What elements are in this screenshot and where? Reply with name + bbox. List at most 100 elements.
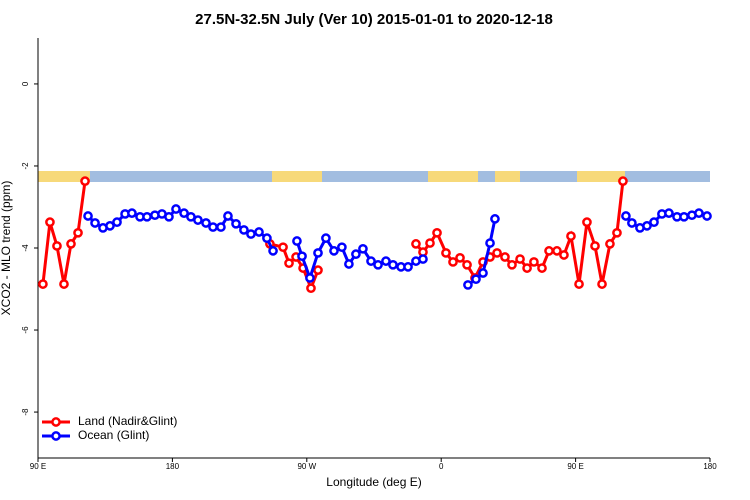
data-point [90, 218, 100, 228]
data-point [66, 239, 76, 249]
data-point [621, 211, 631, 221]
data-point [515, 254, 525, 264]
data-point [73, 227, 83, 238]
data-point [297, 251, 307, 262]
data-point [171, 204, 181, 214]
data-point [612, 227, 622, 238]
data-point [522, 263, 532, 273]
data-point [552, 246, 562, 256]
data-point [418, 254, 428, 264]
data-point [305, 273, 315, 283]
y-tick-label: -8 [21, 408, 30, 416]
data-point [313, 248, 323, 258]
data-point [231, 218, 241, 229]
data-point [292, 236, 302, 246]
data-point [471, 274, 481, 285]
land-cover-strip [38, 171, 710, 182]
data-point [388, 259, 398, 270]
data-point [425, 238, 435, 248]
data-point [694, 208, 704, 218]
data-point [590, 241, 600, 251]
data-point [337, 242, 347, 253]
data-point [45, 217, 55, 228]
data-point [500, 252, 510, 262]
data-point [80, 176, 90, 186]
data-point [478, 268, 488, 278]
y-tick-label: -6 [21, 326, 30, 334]
legend: Land (Nadir&Glint)Ocean (Glint) [42, 414, 177, 442]
data-point [490, 214, 500, 224]
x-tick-label: 90 W [297, 462, 316, 471]
data-point [208, 222, 218, 232]
data-point [373, 259, 383, 270]
legend-marker [51, 431, 61, 441]
data-point [702, 211, 712, 221]
data-point [462, 259, 472, 270]
data-point [463, 280, 473, 290]
data-point [642, 221, 652, 231]
data-point [605, 239, 615, 249]
data-point [239, 225, 249, 235]
chart-title: 27.5N-32.5N July (Ver 10) 2015-01-01 to … [195, 11, 553, 28]
data-point [284, 258, 294, 269]
data-point [313, 265, 323, 275]
x-tick-label: 0 [439, 462, 444, 471]
data-point [679, 211, 689, 222]
data-point [381, 256, 391, 266]
data-point [582, 217, 592, 228]
data-point [112, 217, 122, 228]
data-point [664, 208, 674, 218]
legend-marker [51, 417, 61, 427]
data-point [358, 243, 368, 254]
data-point [216, 222, 226, 232]
data-point [597, 279, 607, 289]
x-tick-label: 180 [166, 462, 180, 471]
data-point [223, 211, 233, 221]
data-point [441, 248, 451, 258]
data-point [262, 233, 272, 244]
x-tick-label: 90 E [30, 462, 46, 471]
data-point [366, 256, 376, 266]
data-point [351, 249, 361, 260]
data-point [193, 215, 203, 225]
data-point [38, 279, 48, 289]
data-point [321, 233, 331, 244]
data-point [448, 257, 458, 267]
y-axis-label: XCO2 - MLO trend (ppm) [0, 181, 13, 316]
data-point [59, 279, 69, 289]
y-tick-label: -2 [21, 162, 30, 170]
data-point [403, 262, 413, 272]
data-point [52, 241, 62, 251]
data-point [268, 246, 278, 256]
data-point [329, 246, 339, 256]
data-point [127, 208, 137, 218]
data-point [278, 242, 288, 253]
data-point [254, 227, 264, 237]
series-line [41, 180, 625, 293]
data-point [411, 239, 421, 249]
data-point [164, 211, 174, 222]
data-point [566, 231, 576, 241]
data-point [306, 283, 316, 294]
legend-label: Ocean (Glint) [78, 428, 149, 442]
data-point [432, 227, 442, 238]
data-point [649, 217, 659, 228]
x-axis-label: Longitude (deg E) [326, 475, 421, 489]
data-point [507, 259, 517, 270]
data-point [574, 279, 584, 289]
data-point [455, 252, 465, 263]
data-point [142, 211, 152, 222]
data-point [246, 229, 256, 239]
legend-label: Land (Nadir&Glint) [78, 414, 177, 428]
data-point [559, 250, 569, 260]
data-point [544, 246, 554, 256]
data-point [83, 211, 93, 221]
series-line [86, 207, 708, 287]
y-tick-label: 0 [21, 81, 30, 86]
data-point [201, 218, 211, 228]
y-tick-label: -4 [21, 244, 30, 252]
data-point [492, 248, 502, 258]
data-point [485, 238, 495, 248]
